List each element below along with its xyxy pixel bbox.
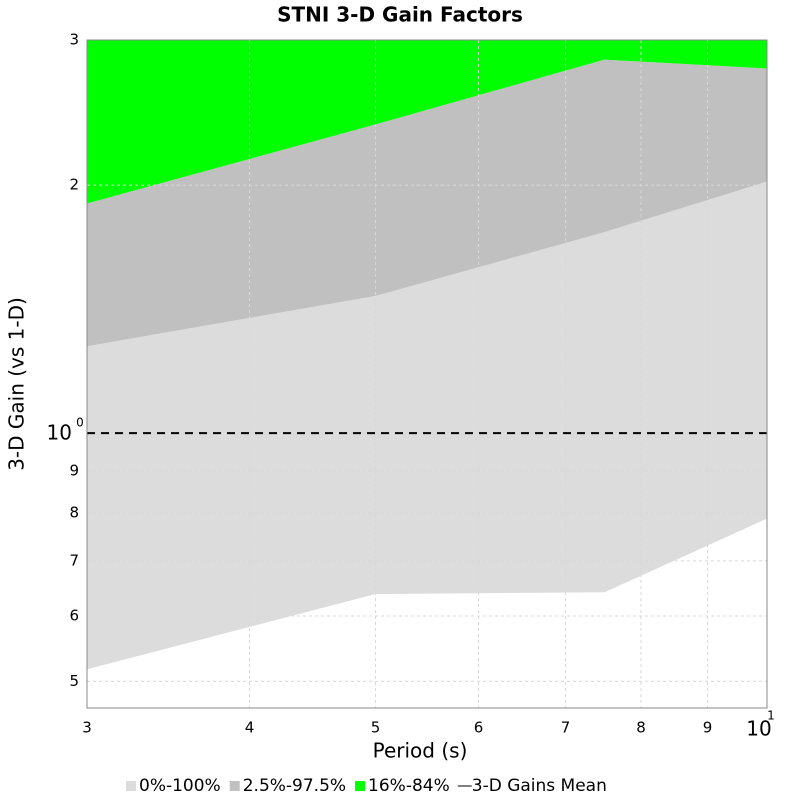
y-tick-exponent: 0 bbox=[76, 416, 84, 430]
y-tick-label: 9 bbox=[69, 461, 79, 479]
legend-swatch bbox=[355, 781, 366, 791]
legend-swatch bbox=[126, 781, 136, 791]
y-tick-label: 7 bbox=[69, 551, 79, 569]
x-tick-label: 7 bbox=[561, 719, 571, 737]
legend-label: 16%-84% bbox=[368, 776, 450, 796]
x-tick-label: 4 bbox=[245, 719, 255, 737]
legend-label: 2.5%-97.5% bbox=[243, 776, 346, 796]
x-axis-label: Period (s) bbox=[373, 739, 468, 763]
y-axis-label: 3-D Gain (vs 1-D) bbox=[5, 297, 29, 471]
band-area bbox=[87, 59, 767, 347]
y-tick-label: 8 bbox=[69, 504, 79, 522]
y-tick-label: 2 bbox=[69, 176, 79, 194]
plot-area bbox=[87, 40, 767, 708]
y-tick-label: 3 bbox=[69, 31, 79, 49]
legend-swatch bbox=[229, 781, 240, 791]
band-area bbox=[87, 181, 767, 670]
x-tick-label: 10 bbox=[746, 717, 771, 741]
x-tick-exponent: 1 bbox=[767, 709, 775, 723]
x-tick-label: 8 bbox=[636, 719, 646, 737]
x-tick-label: 9 bbox=[703, 719, 713, 737]
x-tick-label: 6 bbox=[474, 719, 484, 737]
legend-label: 3-D Gains Mean bbox=[472, 776, 607, 796]
plot-frame bbox=[86, 39, 768, 709]
y-tick-label: 5 bbox=[69, 672, 79, 690]
x-tick-label: 3 bbox=[82, 719, 92, 737]
y-tick-label: 6 bbox=[69, 607, 79, 625]
legend-label: 0%-100% bbox=[139, 776, 221, 796]
y-tick-label: 10 bbox=[47, 421, 72, 445]
chart-title: STNI 3-D Gain Factors bbox=[277, 3, 523, 27]
legend: 0%-100% 2.5%-97.5% 16%-84% 3-D Gains Mean bbox=[126, 776, 607, 796]
band-area bbox=[87, 40, 767, 204]
x-tick-label: 5 bbox=[371, 719, 381, 737]
